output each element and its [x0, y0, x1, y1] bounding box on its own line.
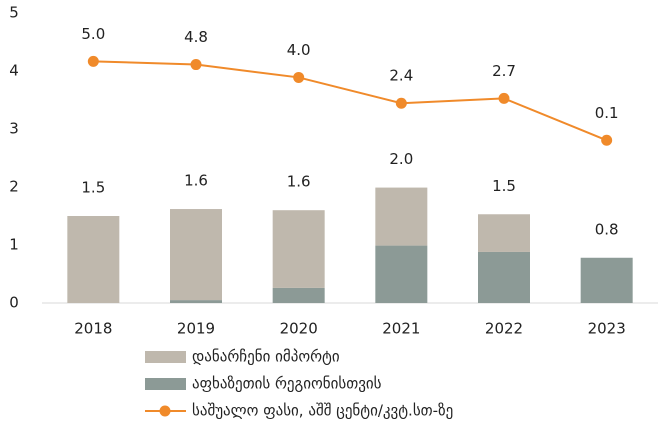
bar-segment — [375, 187, 428, 246]
y-tick-label: 4 — [9, 62, 19, 80]
x-tick-label: 2023 — [588, 320, 626, 338]
total-label: 1.6 — [184, 172, 208, 190]
x-tick-label: 2022 — [485, 320, 523, 338]
y-tick-label: 2 — [9, 178, 19, 196]
x-tick-label: 2021 — [382, 320, 420, 338]
legend-label: საშუალო ფასი, აშშ ცენტი/კვტ.სთ-ზე — [192, 402, 453, 420]
line-marker — [498, 92, 510, 104]
x-tick-label: 2018 — [74, 320, 112, 338]
bar-segment — [375, 245, 428, 303]
line-marker — [293, 71, 305, 83]
data-label: 5.0 — [81, 25, 105, 43]
data-label: 2.7 — [492, 62, 516, 80]
bar-segment — [580, 257, 633, 303]
bar-segment — [272, 287, 325, 303]
total-label: 1.5 — [81, 179, 105, 197]
legend-label: აფხაზეთის რეგიონისთვის — [192, 375, 382, 393]
data-label: 4.8 — [184, 28, 208, 46]
y-tick-label: 0 — [9, 294, 19, 312]
bar-segment — [272, 210, 325, 288]
line-marker — [87, 55, 99, 67]
data-label: 4.0 — [287, 41, 311, 59]
legend-label: დანარჩენი იმპორტი — [192, 348, 340, 366]
total-label: 0.8 — [595, 220, 619, 238]
y-tick-label: 3 — [9, 120, 19, 138]
bar-segment — [170, 209, 222, 301]
line — [93, 60, 608, 142]
x-tick-label: 2019 — [177, 320, 215, 338]
data-label: 2.4 — [389, 67, 413, 85]
bar-segment — [478, 251, 530, 303]
bar-segment — [478, 214, 530, 252]
legend-marker — [159, 405, 171, 417]
y-tick-label: 1 — [9, 236, 19, 254]
line-marker — [395, 97, 407, 109]
legend-swatch — [145, 351, 186, 363]
legend-swatch — [145, 378, 186, 390]
bar-segment — [67, 216, 120, 303]
total-label: 1.5 — [492, 177, 516, 195]
bar-segment — [170, 300, 222, 303]
data-label: 0.1 — [595, 104, 619, 122]
y-tick-label: 5 — [9, 4, 19, 22]
total-label: 1.6 — [287, 173, 311, 191]
total-label: 2.0 — [389, 150, 413, 168]
x-tick-label: 2020 — [280, 320, 318, 338]
line-marker — [601, 134, 613, 146]
line-marker — [190, 59, 202, 71]
